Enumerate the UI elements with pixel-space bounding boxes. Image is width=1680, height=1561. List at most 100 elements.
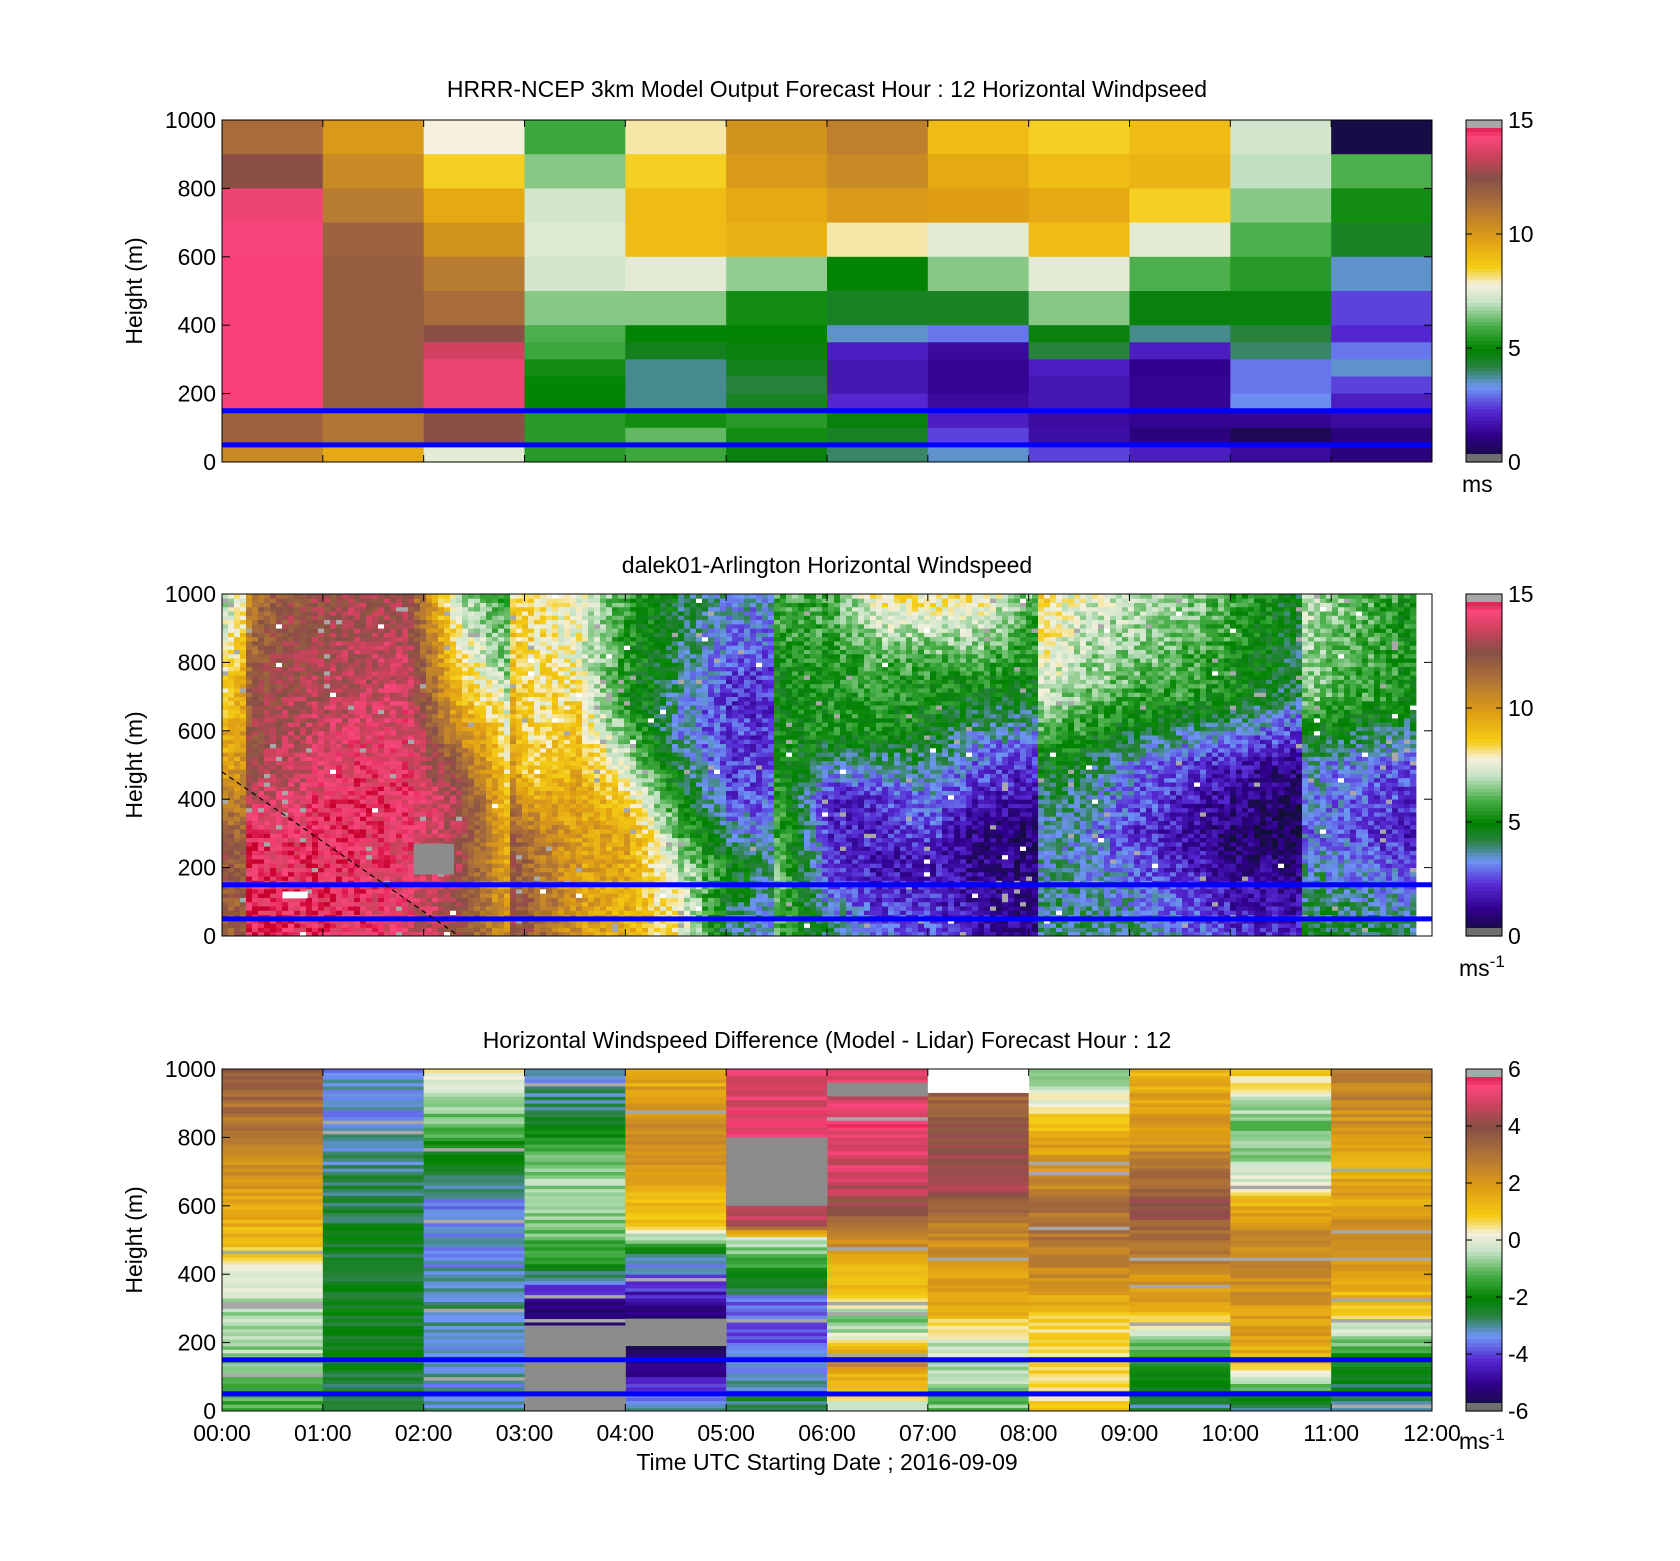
heatmap-cell xyxy=(1129,393,1231,412)
heatmap-cell xyxy=(486,803,493,809)
heatmap-cell xyxy=(396,790,403,796)
heatmap-cell xyxy=(300,799,307,804)
heatmap-cell xyxy=(372,675,379,680)
heatmap-cell xyxy=(414,619,421,625)
heatmap-cell xyxy=(276,747,283,753)
heatmap-cell xyxy=(366,876,373,881)
heatmap-cell xyxy=(390,850,397,856)
heatmap-cell xyxy=(276,816,283,821)
heatmap-cell xyxy=(414,666,421,672)
heatmap-cell xyxy=(318,670,325,676)
heatmap-cell xyxy=(534,705,541,710)
heatmap-cell xyxy=(360,812,367,817)
heatmap-cell xyxy=(378,594,385,599)
heatmap-cell xyxy=(264,743,271,749)
heatmap-cell xyxy=(246,675,253,680)
heatmap-cell xyxy=(480,649,487,655)
heatmap-cell xyxy=(414,606,421,612)
heatmap-cell xyxy=(474,662,481,668)
colorbar-swatch xyxy=(1466,135,1502,140)
heatmap-cell xyxy=(300,658,307,663)
heatmap-cell xyxy=(450,619,457,625)
heatmap-cell xyxy=(354,820,361,826)
heatmap-cell xyxy=(348,739,355,745)
heatmap-cell xyxy=(402,773,409,779)
heatmap-cell xyxy=(474,747,481,753)
heatmap-cell xyxy=(258,756,265,762)
heatmap-cell xyxy=(927,188,1030,224)
heatmap-cell xyxy=(432,696,439,702)
heatmap-cell xyxy=(258,752,265,757)
heatmap-cell xyxy=(228,722,235,727)
heatmap-cell xyxy=(312,670,319,676)
heatmap-cell xyxy=(432,722,439,727)
heatmap-cell xyxy=(414,692,421,697)
heatmap-cell xyxy=(288,906,295,911)
heatmap-cell xyxy=(366,897,373,903)
heatmap-cell xyxy=(360,782,367,787)
heatmap-cell xyxy=(252,756,259,762)
heatmap-cell xyxy=(438,923,445,928)
heatmap-cell xyxy=(342,739,349,745)
heatmap-cell xyxy=(534,854,541,860)
heatmap-cell xyxy=(276,820,283,826)
heatmap-cell xyxy=(222,705,229,710)
heatmap-cell xyxy=(258,927,265,933)
heatmap-cell xyxy=(222,760,229,766)
heatmap-cell xyxy=(222,794,229,800)
heatmap-cell xyxy=(522,799,529,804)
heatmap-cell xyxy=(522,777,529,783)
heatmap-cell xyxy=(534,850,541,856)
heatmap-cell xyxy=(444,649,451,655)
heatmap-cell xyxy=(564,683,571,689)
heatmap-cell xyxy=(390,594,397,599)
heatmap-cell xyxy=(234,619,241,625)
heatmap-cell xyxy=(324,777,331,783)
heatmap-cell xyxy=(492,859,499,864)
heatmap-cell xyxy=(288,594,295,599)
heatmap-cell xyxy=(264,653,271,659)
heatmap-cell xyxy=(625,291,727,326)
heatmap-cell xyxy=(258,713,265,719)
heatmap-cell xyxy=(486,628,493,633)
colorbar-swatch xyxy=(1466,169,1502,174)
heatmap-cell xyxy=(228,897,235,903)
heatmap-cell xyxy=(534,777,541,783)
heatmap-cell xyxy=(564,807,571,813)
heatmap-cell xyxy=(282,658,289,663)
heatmap-cell xyxy=(342,688,349,693)
heatmap-cell xyxy=(564,709,571,715)
heatmap-cell xyxy=(384,679,391,685)
heatmap-cell xyxy=(324,833,331,839)
heatmap-cell xyxy=(264,658,271,663)
heatmap-cell xyxy=(444,833,451,839)
heatmap-cell xyxy=(288,735,295,740)
heatmap-cell xyxy=(312,653,319,659)
heatmap-cell xyxy=(438,722,445,727)
heatmap-cell xyxy=(222,906,229,911)
heatmap-cell xyxy=(552,931,559,936)
heatmap-cell xyxy=(510,799,517,804)
heatmap-cell xyxy=(408,743,415,749)
heatmap-cell xyxy=(384,739,391,745)
heatmap-cell xyxy=(450,786,457,792)
heatmap-cell xyxy=(534,756,541,762)
heatmap-cell xyxy=(534,824,541,830)
heatmap-cell xyxy=(546,692,553,697)
heatmap-cell xyxy=(240,897,247,903)
heatmap-cell xyxy=(498,752,505,757)
heatmap-cell xyxy=(444,816,451,821)
heatmap-cell xyxy=(456,816,463,821)
heatmap-cell xyxy=(474,786,481,792)
heatmap-cell xyxy=(408,756,415,762)
heatmap-cell xyxy=(228,765,235,770)
heatmap-cell xyxy=(384,790,391,796)
heatmap-cell xyxy=(564,888,571,894)
heatmap-cell xyxy=(534,653,541,659)
heatmap-cell xyxy=(540,841,547,847)
heatmap-cell xyxy=(528,709,535,715)
heatmap-cell xyxy=(498,923,505,928)
heatmap-cell xyxy=(540,799,547,804)
heatmap-cell xyxy=(558,854,565,860)
heatmap-cell xyxy=(246,841,253,847)
